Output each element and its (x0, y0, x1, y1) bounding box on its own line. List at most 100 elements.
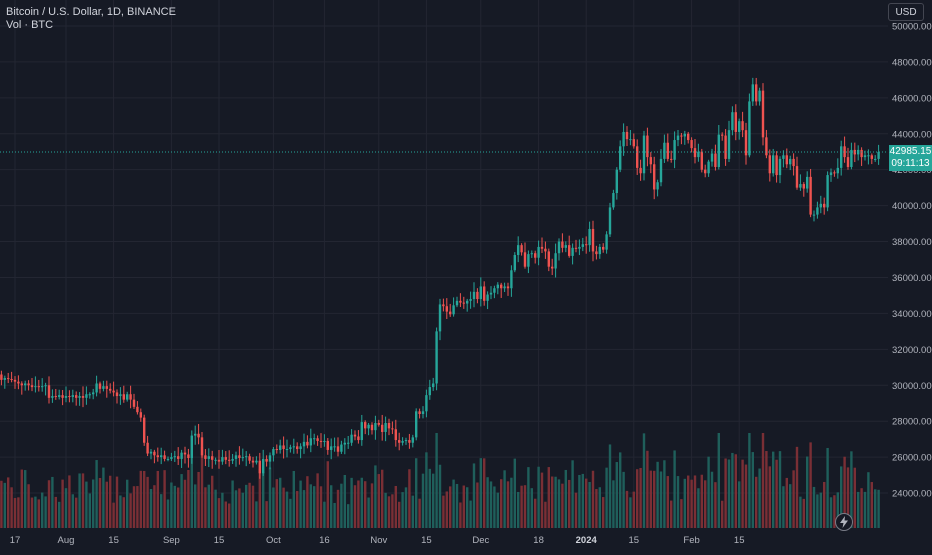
volume-bar (622, 471, 625, 528)
candle-body (411, 437, 414, 443)
candle-body (724, 135, 727, 159)
candle-body (126, 394, 129, 400)
candle-body (330, 446, 333, 450)
time-tick-label: 15 (214, 535, 225, 546)
candle-body (775, 155, 778, 176)
price-tick-label: 34000.00 (892, 309, 932, 320)
volume-bar (819, 492, 822, 528)
candle-body (653, 164, 656, 190)
volume-bar (653, 470, 656, 528)
volume-bar (302, 490, 306, 528)
candle-body (520, 245, 523, 253)
candle-body (282, 445, 285, 450)
volume-bar (377, 474, 380, 528)
volume-bar (34, 496, 37, 528)
volume-bar (510, 477, 513, 528)
volume-bar (68, 475, 71, 528)
volume-bar (102, 467, 105, 528)
volume-bar (666, 476, 669, 528)
volume-bar (0, 480, 3, 528)
volume-bar (418, 498, 421, 528)
candle-body (683, 133, 686, 137)
candle-body (102, 386, 105, 389)
candle-body (13, 379, 17, 382)
candle-body (160, 455, 163, 458)
volume-bar (187, 469, 190, 528)
candle-body (642, 135, 646, 174)
candle-body (377, 422, 380, 425)
candle-body (20, 383, 23, 386)
volume-bar (146, 476, 149, 528)
symbol-title: Bitcoin / U.S. Dollar, 1D, BINANCE (6, 6, 176, 18)
candles (0, 77, 880, 479)
volume-bar (663, 460, 666, 528)
candle-body (275, 449, 278, 451)
candle-body (574, 247, 578, 249)
candle-body (95, 383, 98, 393)
candle-body (799, 184, 802, 188)
volume-bar (816, 494, 819, 528)
candle-body (238, 455, 241, 459)
candle-body (819, 203, 822, 208)
volume-bar (98, 477, 102, 528)
last-price-label: 42985.15 09:11:13 (889, 144, 932, 171)
candle-body (323, 440, 326, 442)
volume-bar (282, 487, 285, 528)
volume-bar (224, 501, 227, 528)
candle-body (245, 456, 248, 458)
candle-body (687, 133, 690, 141)
lightning-icon-button[interactable] (835, 513, 853, 531)
candle-body (731, 112, 734, 131)
currency-button[interactable]: USD (888, 3, 924, 21)
volume-bar (241, 492, 244, 528)
candle-body (666, 142, 669, 159)
candle-body (466, 300, 469, 304)
volume-bar (534, 498, 537, 528)
candle-body (343, 442, 346, 445)
candle-body (214, 459, 217, 461)
volume-bar (846, 467, 850, 528)
candle-body (673, 140, 676, 160)
candle-body (149, 451, 153, 454)
candle-body (166, 458, 170, 460)
volume-bar (272, 487, 275, 528)
candle-body (863, 155, 867, 158)
candle-body (772, 155, 775, 174)
volume-bar (544, 501, 547, 528)
volume-bar (370, 483, 374, 528)
volume-bar (442, 495, 445, 528)
candle-body (81, 396, 85, 398)
candle-body (262, 458, 265, 474)
volume-bar (275, 479, 278, 528)
volume-bar (81, 473, 85, 528)
candle-body (163, 455, 166, 459)
volume-bar (347, 504, 350, 528)
volume-bar (109, 475, 112, 528)
candle-body (544, 248, 547, 252)
candle-body (602, 246, 605, 250)
candle-body (197, 433, 200, 438)
volume-bar (506, 481, 510, 528)
volume-bar (163, 470, 166, 528)
candle-body (540, 246, 544, 249)
volume-bar (126, 479, 129, 528)
volume-bar (41, 492, 44, 528)
volume-bar (408, 469, 411, 528)
time-tick-label: 18 (533, 535, 544, 546)
volume-bar (401, 492, 404, 528)
candle-body (748, 101, 751, 156)
volume-bar (877, 489, 880, 528)
candle-body (853, 149, 856, 155)
volume-bar (693, 475, 697, 528)
volume-bar (537, 466, 540, 528)
candle-body (721, 134, 724, 136)
volume-bar (292, 470, 295, 528)
volume-bar (649, 470, 652, 528)
candle-body (381, 424, 384, 432)
candle-body (64, 396, 68, 398)
bar-countdown: 09:11:13 (891, 157, 930, 169)
volume-bar (836, 492, 839, 528)
candle-body (115, 392, 119, 397)
